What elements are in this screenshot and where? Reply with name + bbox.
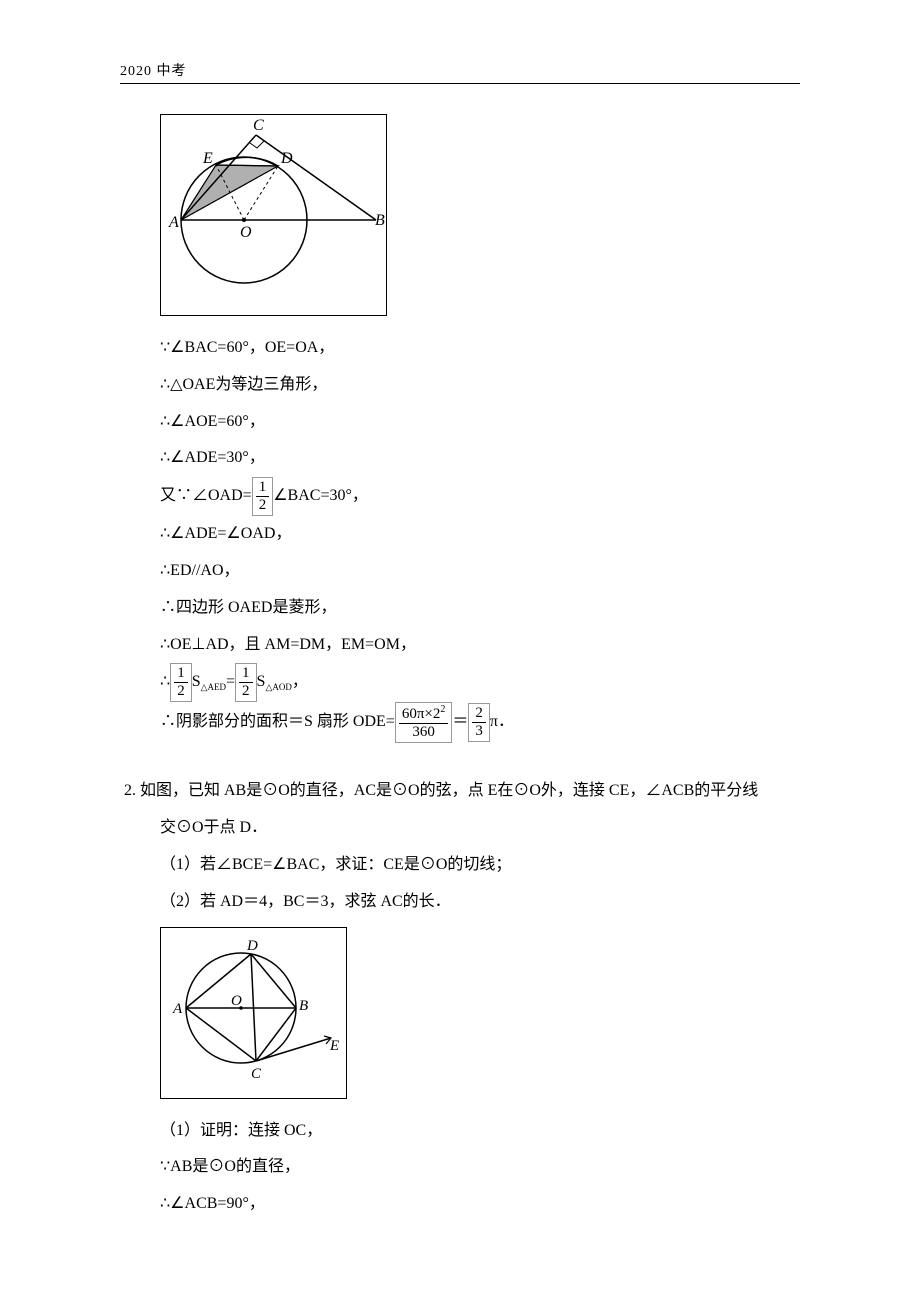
proof2-line3: ∴∠ACB=90°， bbox=[160, 1186, 800, 1223]
f2-label-E: E bbox=[329, 1038, 339, 1054]
proof1-line6: ∴∠ADE=∠OAD， bbox=[160, 516, 800, 553]
q2-stem1: 如图，已知 AB是⊙O的直径，AC是⊙O的弦，点 E在⊙O外，连接 CE，∠AC… bbox=[140, 782, 758, 799]
proof1-line4: ∴∠ADE=30°， bbox=[160, 440, 800, 477]
q2-number: 2. bbox=[124, 782, 136, 799]
frac-half-1: 12 bbox=[252, 477, 274, 516]
proof1-line10: ∴12S△AED=12S△AOD， bbox=[160, 663, 800, 702]
frac-den: 2 bbox=[174, 683, 188, 700]
label-B: B bbox=[375, 212, 385, 229]
label-D: D bbox=[280, 150, 293, 167]
proof1-l10-sub1: △AED bbox=[201, 683, 226, 693]
q2-stem-line1: 2. 如图，已知 AB是⊙O的直径，AC是⊙O的弦，点 E在⊙O外，连接 CE，… bbox=[124, 773, 800, 810]
frac-calc-num-txt: 60π×2 bbox=[402, 706, 441, 722]
question-2: 2. 如图，已知 AB是⊙O的直径，AC是⊙O的弦，点 E在⊙O外，连接 CE，… bbox=[124, 773, 800, 1223]
proof1-line8: ∴四边形 OAED是菱形， bbox=[160, 590, 800, 627]
content-area: A B C D E O ∵∠BAC=60°，OE=OA， ∴△OAE为等边三角形… bbox=[160, 114, 800, 1223]
f2-label-C: C bbox=[251, 1066, 262, 1082]
proof1-l10-sub2: △AOD bbox=[265, 683, 291, 693]
proof1-line2: ∴△OAE为等边三角形， bbox=[160, 367, 800, 404]
proof1-line3: ∴∠AOE=60°， bbox=[160, 404, 800, 441]
figure-1-svg: A B C D E O bbox=[161, 115, 386, 310]
page-header: 2020 中考 bbox=[120, 60, 800, 84]
proof1-l11-post: π． bbox=[490, 714, 514, 731]
q2-part1: （1）若∠BCE=∠BAC，求证：CE是⊙O的切线； bbox=[160, 847, 800, 884]
frac-result: 23 bbox=[468, 703, 490, 742]
frac-res-den: 3 bbox=[472, 723, 486, 740]
frac-num: 1 bbox=[239, 665, 253, 683]
proof1-line1: ∵∠BAC=60°，OE=OA， bbox=[160, 330, 800, 367]
figure-1-box: A B C D E O bbox=[160, 114, 387, 316]
proof1-line11: ∴阴影部分的面积＝S 扇形 ODE=60π×22360＝23π． bbox=[160, 702, 800, 743]
proof1-line7: ∴ED//AO， bbox=[160, 553, 800, 590]
f2-label-A: A bbox=[172, 1001, 183, 1017]
figure-2-svg: A B D C E O bbox=[161, 928, 346, 1093]
f2-label-B: B bbox=[299, 998, 308, 1014]
f2-label-D: D bbox=[246, 938, 258, 954]
proof1-l11-pre: ∴阴影部分的面积＝S 扇形 ODE= bbox=[160, 714, 395, 731]
frac-den: 2 bbox=[256, 497, 270, 514]
figure-2-box: A B D C E O bbox=[160, 927, 347, 1099]
proof2-line1: （1）证明：连接 OC， bbox=[160, 1113, 800, 1150]
proof1-line9: ∴OE⊥AD，且 AM=DM，EM=OM， bbox=[160, 627, 800, 664]
header-title: 2020 中考 bbox=[120, 64, 187, 79]
proof1-l10-pre: ∴ bbox=[160, 674, 170, 691]
f2-label-O: O bbox=[231, 993, 242, 1009]
proof1-l10-S1: S bbox=[192, 674, 201, 691]
frac-res-num: 2 bbox=[472, 705, 486, 723]
frac-half-3: 12 bbox=[235, 663, 257, 702]
proof1-line5: 又∵∠OAD=12∠BAC=30°， bbox=[160, 477, 800, 516]
q2-part2: （2）若 AD＝4，BC＝3，求弦 AC的长． bbox=[160, 884, 800, 921]
frac-num: 1 bbox=[174, 665, 188, 683]
frac-half-2: 12 bbox=[170, 663, 192, 702]
q2-stem-line2: 交⊙O于点 D． bbox=[160, 810, 800, 847]
label-O: O bbox=[240, 224, 252, 241]
proof2-line2: ∵AB是⊙O的直径， bbox=[160, 1149, 800, 1186]
label-E: E bbox=[202, 150, 213, 167]
proof1-line5-post: ∠BAC=30°， bbox=[273, 487, 368, 504]
frac-calc-num: 60π×22 bbox=[399, 704, 449, 724]
frac-calc-sup: 2 bbox=[440, 704, 445, 715]
frac-calc: 60π×22360 bbox=[395, 702, 453, 743]
frac-den: 2 bbox=[239, 683, 253, 700]
frac-calc-den: 360 bbox=[399, 724, 449, 741]
label-A: A bbox=[168, 214, 179, 231]
proof1-line5-pre: 又∵∠OAD= bbox=[160, 487, 252, 504]
proof1-l10-eq: = bbox=[226, 674, 235, 691]
proof1-l10-comma: ， bbox=[292, 674, 308, 691]
frac-num: 1 bbox=[256, 479, 270, 497]
label-C: C bbox=[253, 117, 264, 134]
